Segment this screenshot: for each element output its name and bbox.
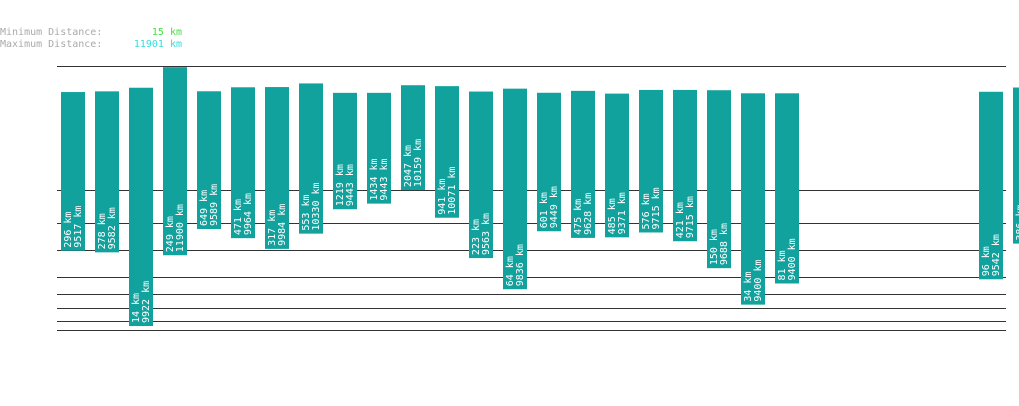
range-bar [1013, 87, 1019, 244]
min-label: 1219 km [335, 164, 346, 206]
min-label: 34 km [743, 272, 754, 302]
max-label: 9542 km [991, 234, 1002, 276]
summary-label: Minimum Distance: [0, 27, 102, 38]
max-label: 9715 km [685, 196, 696, 238]
min-label: 576 km [641, 193, 652, 229]
min-label: 485 km [607, 198, 618, 234]
summary-label: Maximum Distance: [0, 39, 102, 50]
min-label: 296 km [63, 212, 74, 248]
range-bar [605, 93, 629, 238]
min-label: 223 km [471, 219, 482, 255]
min-label: 421 km [675, 202, 686, 238]
range-bar [129, 87, 153, 327]
range-bar [299, 83, 323, 234]
max-label: 9984 km [277, 204, 288, 246]
min-label: 941 km [437, 179, 448, 215]
range-bar [435, 86, 459, 218]
range-bar [775, 93, 799, 284]
max-label: 9371 km [617, 192, 628, 234]
min-label: 649 km [199, 190, 210, 226]
max-label: 10330 km [311, 182, 322, 230]
max-label: 11900 km [175, 204, 186, 252]
min-label: 81 km [777, 250, 788, 280]
range-bar [639, 89, 663, 233]
max-label: 9400 km [787, 238, 798, 280]
max-label: 9400 km [753, 259, 764, 301]
max-label: 9715 km [651, 187, 662, 229]
range-bar [95, 91, 119, 253]
range-bar [163, 67, 187, 256]
min-label: 150 km [709, 229, 720, 265]
max-label: 9443 km [345, 164, 356, 206]
range-bar [265, 87, 289, 249]
range-bar [673, 89, 697, 242]
range-bar [401, 85, 425, 191]
range-bar [571, 90, 595, 238]
min-label: 601 km [539, 192, 550, 228]
range-bar [469, 91, 493, 259]
range-bar [61, 92, 85, 251]
max-label: 9582 km [107, 207, 118, 249]
summary-value: 11901 km [134, 39, 182, 50]
max-label: 10071 km [447, 167, 458, 215]
min-label: 249 km [165, 216, 176, 252]
range-bar [537, 92, 561, 232]
max-label: 9628 km [583, 193, 594, 235]
min-label: 2047 km [403, 145, 414, 187]
max-label: 9563 km [481, 213, 492, 255]
min-label: 96 km [981, 246, 992, 276]
max-label: 10159 km [413, 139, 424, 187]
min-label: 475 km [573, 199, 584, 235]
max-label: 9688 km [719, 223, 730, 265]
min-label: 278 km [97, 213, 108, 249]
range-bar [707, 90, 731, 269]
max-label: 9922 km [141, 281, 152, 323]
min-label: 553 km [301, 195, 312, 231]
min-label: 317 km [267, 210, 278, 246]
summary-value: 15 km [152, 27, 182, 38]
max-label: 9964 km [243, 193, 254, 235]
range-bar [503, 88, 527, 290]
range-bar [231, 87, 255, 239]
max-label: 9589 km [209, 184, 220, 226]
range-bar [741, 93, 765, 305]
min-label: 386 km [1015, 204, 1019, 240]
max-label: 9517 km [73, 206, 84, 248]
max-label: 9449 km [549, 186, 560, 228]
min-label: 64 km [505, 256, 516, 286]
range-bar [979, 91, 1003, 280]
range-bar [333, 92, 357, 210]
min-label: 471 km [233, 199, 244, 235]
max-label: 9836 km [515, 244, 526, 286]
min-label: 1434 km [369, 158, 380, 200]
max-label: 9443 km [379, 158, 390, 200]
min-label: 14 km [131, 293, 142, 323]
range-bar [197, 91, 221, 230]
range-bar [367, 92, 391, 204]
